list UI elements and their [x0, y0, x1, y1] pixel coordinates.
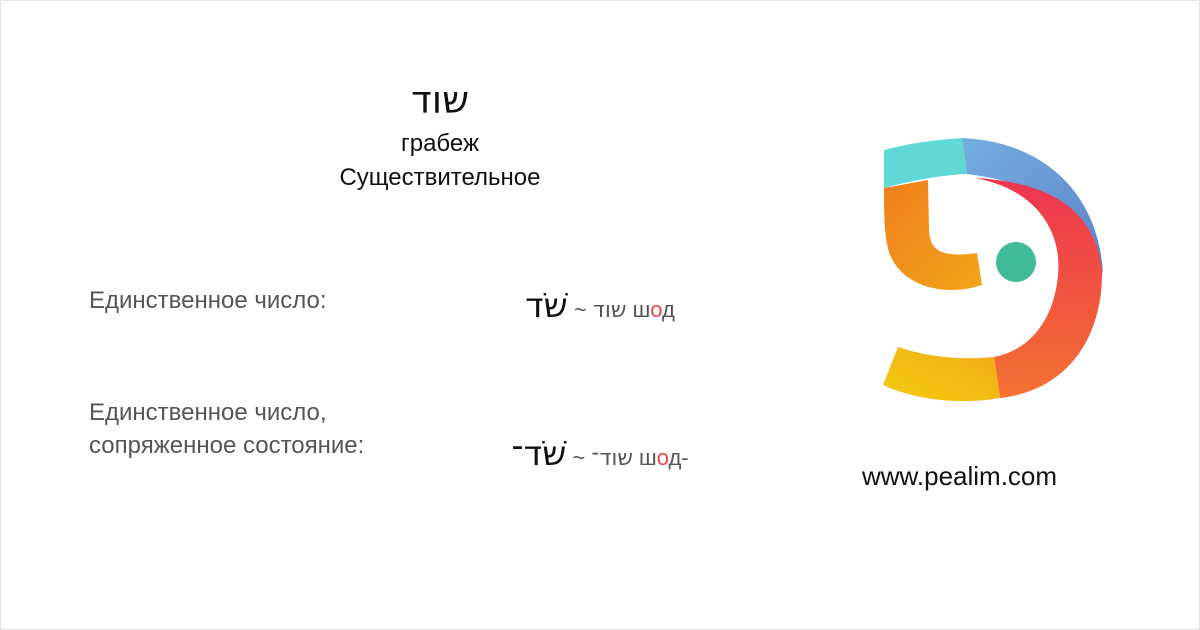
separator: ~ [573, 297, 587, 322]
translit-part: д- [668, 445, 689, 470]
stressed-vowel: о [656, 445, 669, 470]
form-label-singular: Единственное число: [89, 287, 327, 314]
translit-part: ш [632, 297, 651, 322]
pointed-spelling: שֹׁד [525, 286, 568, 326]
part-of-speech: Существительное [339, 164, 541, 191]
separator: ~ [572, 445, 586, 470]
form-singular: שוד ~ שֹׁד шод [440, 286, 760, 326]
form-label-construct: Единственное число, сопряженное состояни… [89, 399, 365, 459]
logo-yellow-segment [883, 347, 1000, 402]
logo-red-segment [975, 178, 1103, 398]
stressed-vowel: о [650, 297, 663, 322]
form-construct: שוד־ ~ שֹׁד־ шод- [440, 434, 760, 474]
transliteration: шод- [639, 445, 689, 470]
logo-blue-segment [962, 138, 1103, 275]
logo-cyan-segment [884, 138, 967, 188]
hebrew-word: שוד [410, 78, 470, 122]
plain-spelling: שוד־ [591, 446, 633, 471]
translit-part: ш [639, 445, 657, 470]
word-meaning: грабеж [400, 130, 480, 157]
logo-orange-segment [884, 180, 982, 290]
pointed-spelling: שֹׁד־ [511, 434, 567, 474]
plain-spelling: שוד [592, 298, 627, 323]
translit-part: д [662, 297, 675, 322]
logo-green-dot [996, 242, 1036, 282]
transliteration: шод [633, 297, 675, 322]
site-url[interactable]: www.pealim.com [862, 461, 1058, 491]
